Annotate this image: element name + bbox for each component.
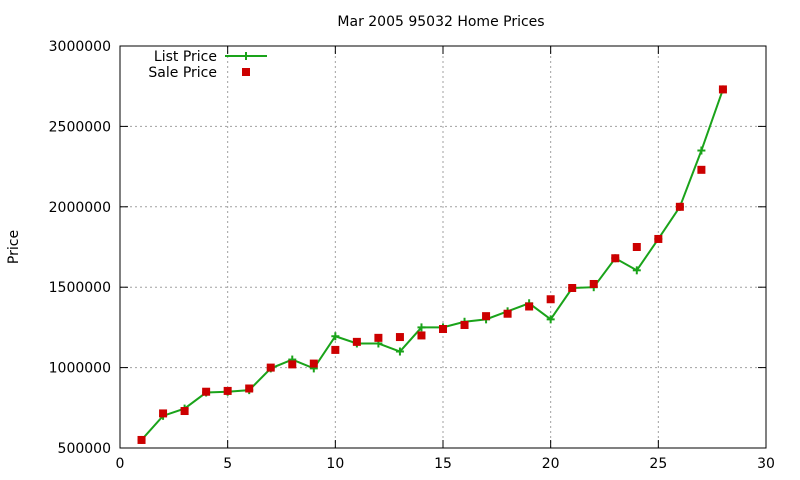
legend-marker-list-price <box>242 52 250 60</box>
x-tick-label: 20 <box>542 456 560 472</box>
legend-label-list-price: List Price <box>154 49 217 65</box>
list-price-point <box>632 266 641 275</box>
list-price-point <box>395 347 404 356</box>
sale-price-point <box>417 331 426 340</box>
list-price-point <box>331 332 340 341</box>
sale-price-point <box>546 295 555 304</box>
legend-label-sale-price: Sale Price <box>148 65 217 81</box>
y-tick-label: 2000000 <box>49 200 111 216</box>
sale-price-point <box>460 320 469 329</box>
x-tick-label: 15 <box>434 456 452 472</box>
sale-price-point <box>589 279 598 288</box>
list-price-point <box>546 315 555 324</box>
sale-price-point <box>180 407 189 416</box>
sale-price-point <box>675 202 684 211</box>
sale-price-point <box>159 409 168 418</box>
y-tick-label: 1500000 <box>49 280 111 296</box>
y-axis-label: Price <box>6 230 22 264</box>
sale-price-point <box>525 302 534 311</box>
sale-price-point <box>503 309 512 318</box>
sale-price-point <box>266 363 275 372</box>
sale-price-point <box>352 337 361 346</box>
sale-price-point <box>568 284 577 293</box>
sale-price-point <box>288 360 297 369</box>
sale-price-point <box>245 384 254 393</box>
sale-price-point <box>223 386 232 395</box>
sale-price-point <box>331 345 340 354</box>
sale-price-point <box>654 234 663 243</box>
x-tick-label: 30 <box>757 456 775 472</box>
list-price-point <box>697 146 706 155</box>
series <box>137 85 727 444</box>
list-price-point <box>417 323 426 332</box>
sale-price-point <box>309 359 318 368</box>
grid <box>120 46 766 448</box>
sale-price-point <box>395 333 404 342</box>
sale-price-point <box>611 254 620 263</box>
sale-price-point <box>718 85 727 94</box>
list-price-line <box>140 89 724 441</box>
chart-title: Mar 2005 95032 Home Prices <box>337 14 544 30</box>
y-tick-label: 2500000 <box>49 119 111 135</box>
y-tick-label: 1000000 <box>49 361 111 377</box>
y-tick-label: 500000 <box>58 441 111 457</box>
tick-labels: 0 5 10 15 20 25 30 500000 1000000 1500000 2000000 2… <box>49 39 775 472</box>
sale-price-point <box>374 333 383 342</box>
x-tick-label: 10 <box>326 456 344 472</box>
sale-price-point <box>632 243 641 251</box>
x-tick-label: 5 <box>223 456 232 472</box>
plot-frame <box>119 45 767 449</box>
sale-price-point <box>202 387 211 396</box>
sale-price-point <box>482 312 491 321</box>
sale-price-point <box>439 325 447 334</box>
sale-price-point <box>697 165 706 174</box>
x-tick-label: 25 <box>649 456 667 472</box>
x-tick-label: 0 <box>116 456 125 472</box>
legend-marker-sale-price <box>242 68 250 76</box>
sale-price-point <box>137 435 146 444</box>
y-tick-label: 3000000 <box>49 39 111 55</box>
